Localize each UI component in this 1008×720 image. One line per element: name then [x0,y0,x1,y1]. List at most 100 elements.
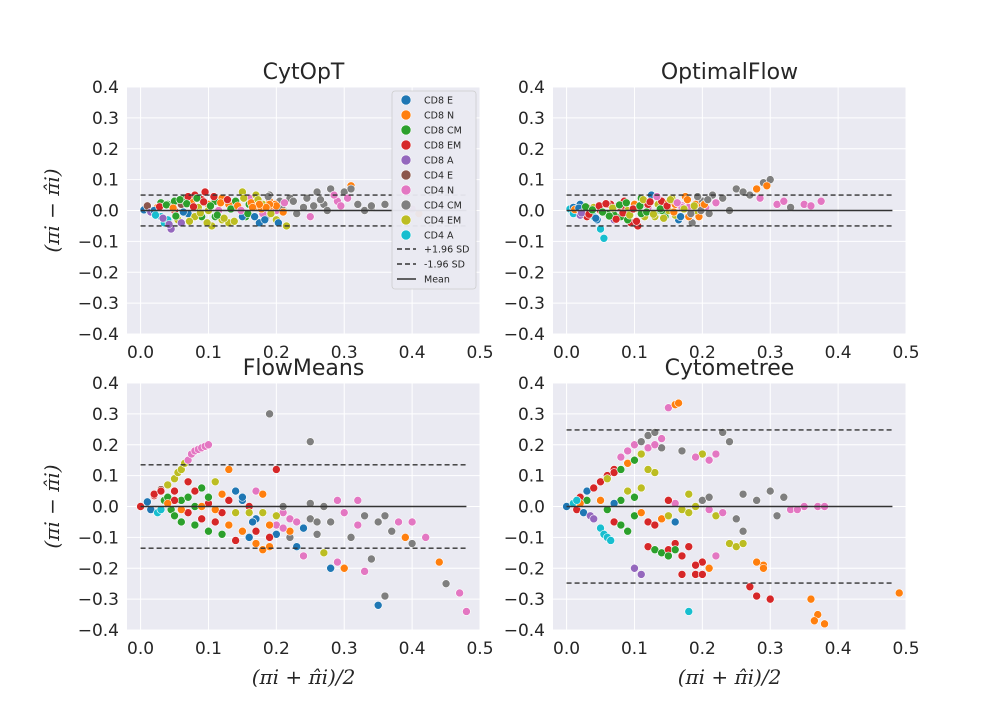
data-point [684,489,694,499]
data-point [676,212,685,221]
data-point [816,196,826,206]
data-point [299,551,308,561]
y-tick-label: 0.3 [92,405,119,425]
data-point [704,209,714,218]
data-point [367,201,376,211]
data-point [759,563,768,573]
data-point [292,542,302,551]
data-point [793,505,802,514]
data-point [346,533,356,542]
data-point [407,539,417,548]
data-point [462,607,471,616]
data-point [143,497,152,507]
data-point [190,520,200,530]
data-point [752,557,761,567]
y-tick-label: −0.3 [78,590,119,610]
x-axis-label: (πi + π̂i)/2 [252,665,356,689]
x-tick-label: 0.4 [825,639,852,659]
data-point [394,517,403,527]
data-point [177,505,186,514]
y-tick-label: −0.4 [504,621,545,641]
legend-label: CD4 A [424,231,454,242]
data-point [373,600,383,610]
data-point [170,511,179,521]
data-point [179,207,188,217]
data-point [183,492,193,502]
data-point [664,551,673,561]
y-tick-label: 0.0 [92,202,119,222]
y-tick-label: 0.3 [518,405,545,425]
data-point [623,486,632,496]
y-tick-label: −0.1 [504,232,545,252]
data-point [223,195,232,204]
data-point [738,489,748,499]
data-point [360,511,369,521]
data-point [266,209,276,218]
y-axis-label: (πi − π̂i) [40,464,64,548]
data-point [652,192,662,201]
data-point [636,570,646,579]
data-point [163,480,173,490]
data-point [755,193,765,203]
x-tick-label: 0.5 [892,343,919,363]
y-tick-label: 0.3 [92,109,119,129]
data-point [183,477,193,487]
data-point [772,511,782,521]
data-point [711,449,721,459]
data-point [711,551,721,561]
data-point [158,213,168,223]
y-tick-label: 0.1 [518,171,545,191]
data-point [333,557,342,567]
data-point [185,217,194,226]
data-point [718,193,728,203]
data-point [204,492,213,502]
y-tick-label: −0.2 [78,559,119,579]
data-point [679,204,689,214]
x-tick-label: 0.4 [825,343,852,363]
legend-label: -1.96 SD [424,260,465,271]
y-tick-label: 0.2 [92,436,119,456]
data-point [206,201,215,211]
data-point [156,505,166,514]
x-tick-label: 0.1 [621,343,648,363]
data-point [339,508,349,517]
chart-title: OptimalFlow [661,60,798,85]
legend-marker [400,139,412,151]
data-point [326,517,335,527]
data-point [623,446,632,456]
y-tick-label: 0.3 [518,109,545,129]
data-point [151,210,160,220]
y-tick-label: 0.2 [92,140,119,160]
x-tick-label: 0.1 [195,639,222,659]
data-point [238,526,247,536]
data-point [299,523,308,533]
data-point [779,196,789,206]
data-point [603,505,612,514]
data-point [649,209,658,219]
data-point [650,440,660,450]
data-point [616,465,626,474]
data-point [684,607,694,616]
data-point [163,499,173,508]
data-point [238,492,247,502]
x-tick-label: 0.0 [553,343,580,363]
y-tick-label: −0.1 [504,528,545,548]
data-point [589,514,599,524]
data-point [731,514,741,524]
legend-label: CD8 EM [424,141,461,152]
data-point [606,536,616,545]
data-point [229,217,239,226]
y-tick-label: 0.1 [92,467,119,487]
x-tick-label: 0.1 [195,343,222,363]
data-point [244,533,254,542]
data-point [251,526,261,536]
legend-marker [400,184,412,196]
data-point [596,496,605,505]
data-point [601,199,611,209]
data-point [684,508,694,517]
data-point [745,582,755,592]
x-tick-label: 0.2 [263,343,290,363]
data-point [693,192,702,201]
data-point [810,616,819,626]
data-point [265,533,274,542]
